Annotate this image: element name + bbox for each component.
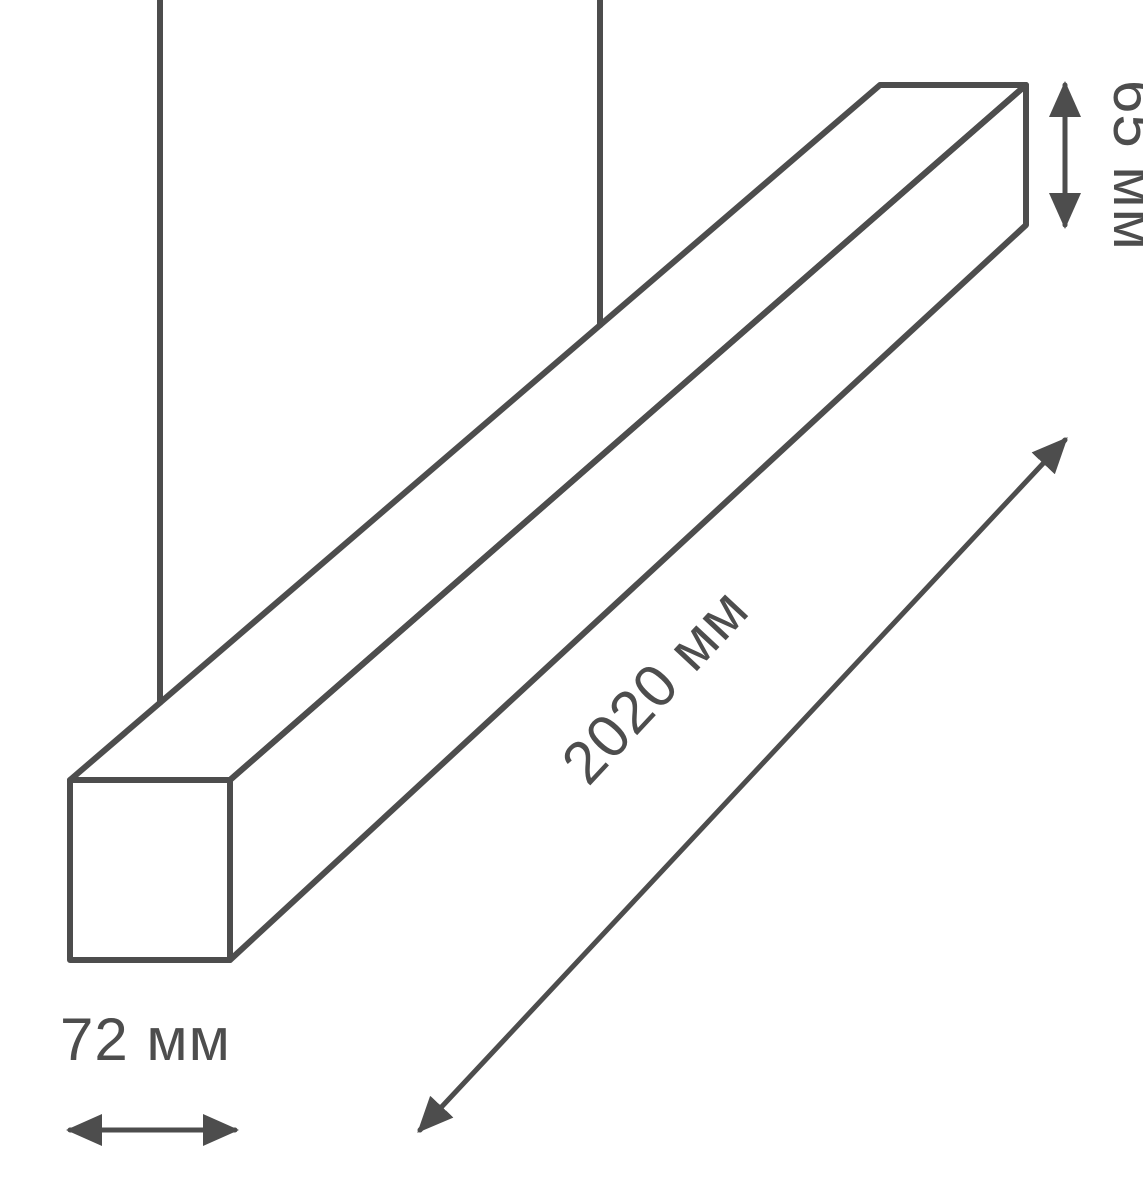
dimension-diagram: 72 мм 2020 мм 65 мм xyxy=(0,0,1143,1200)
length-dimension-arrow xyxy=(420,440,1065,1130)
box-front-face xyxy=(70,780,230,960)
height-dimension-label: 65 мм xyxy=(1101,80,1143,251)
length-dimension-label: 2020 мм xyxy=(549,576,761,797)
width-dimension-label: 72 мм xyxy=(60,1006,231,1073)
box-side-face xyxy=(230,85,1026,960)
box-outline xyxy=(70,85,1026,960)
box-top-face xyxy=(70,85,1026,780)
